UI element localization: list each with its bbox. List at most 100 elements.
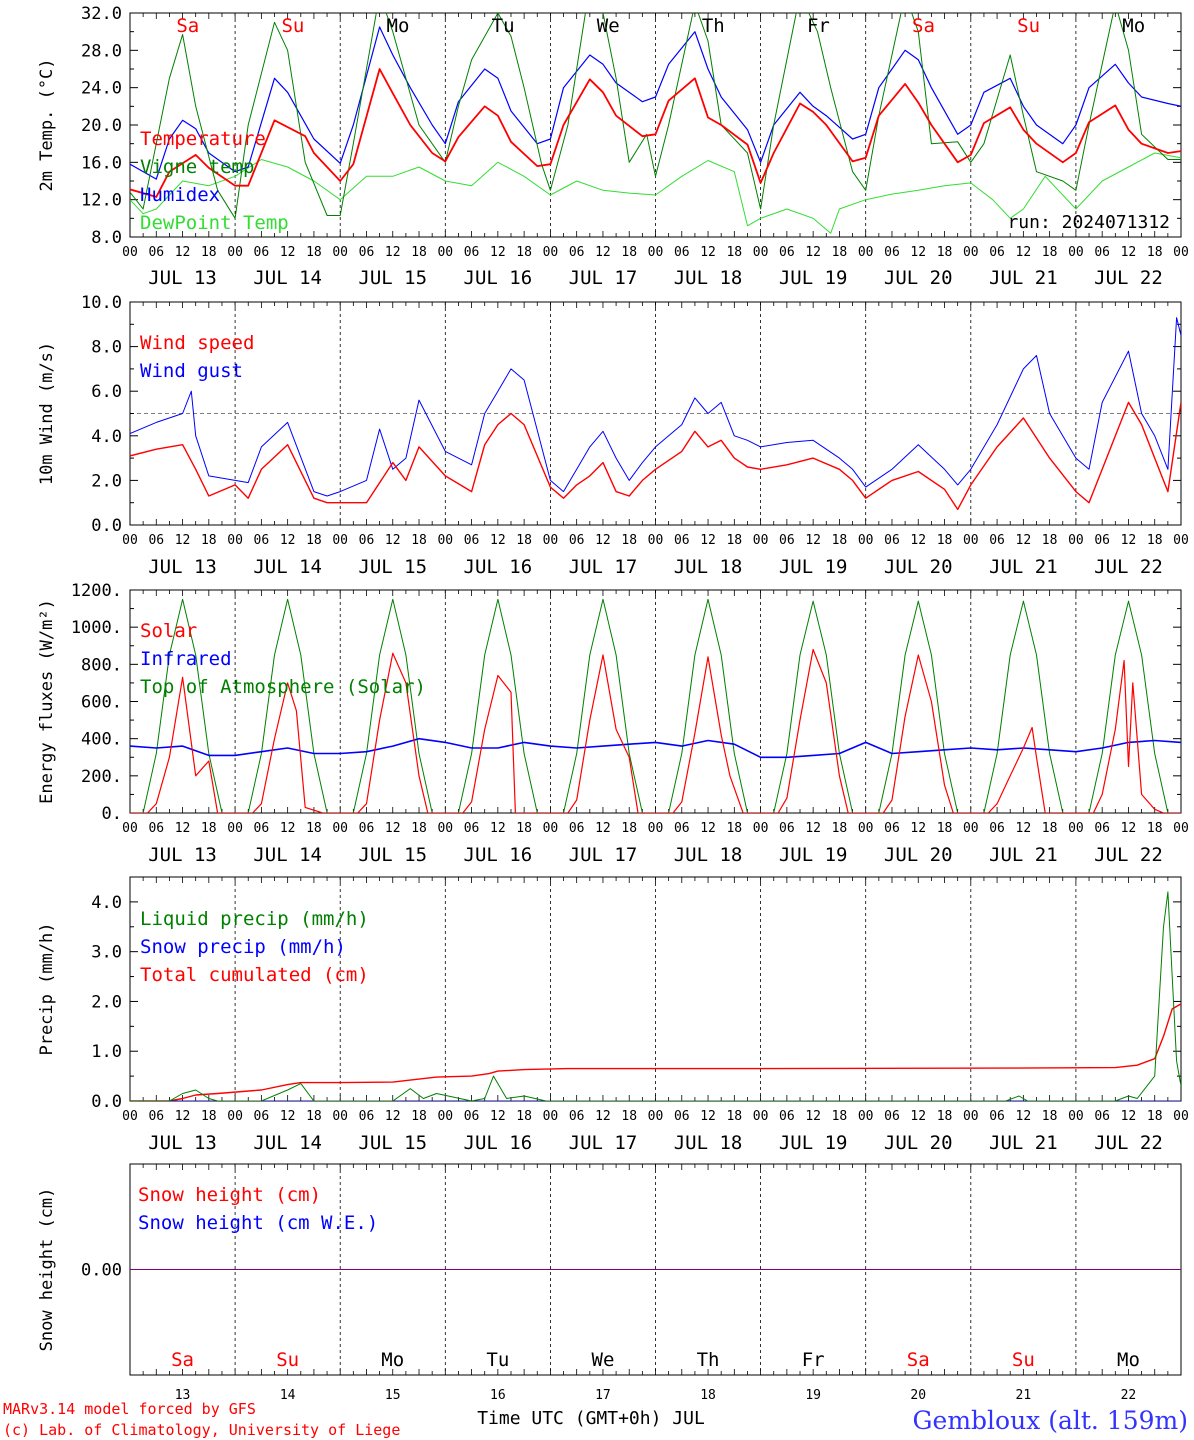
date-label: JUL 22 bbox=[1094, 267, 1163, 289]
hour-tick-label: 18 bbox=[1042, 533, 1058, 548]
y-tick-label: 8.0 bbox=[91, 338, 122, 358]
lab-credit: (c) Lab. of Climatology, University of L… bbox=[3, 1421, 400, 1439]
hour-tick-label: 12 bbox=[280, 1109, 296, 1124]
panel-2: 0.0 2.0 4.0 6.0 8.0 10.0 10m Wind (m/s) Wind sp… bbox=[37, 293, 1189, 578]
series-line-solar bbox=[130, 648, 1181, 813]
hour-tick-label: 18 bbox=[726, 245, 742, 260]
hour-tick-label: 12 bbox=[175, 1109, 191, 1124]
weekday-label: Mo bbox=[1122, 15, 1145, 37]
hour-tick-label: 12 bbox=[490, 1109, 506, 1124]
y-tick-label: 20.0 bbox=[81, 116, 122, 136]
hour-tick-label: 12 bbox=[910, 533, 926, 548]
date-label: JUL 19 bbox=[779, 1132, 848, 1154]
y-axis-label: Energy fluxes (W/m²) bbox=[37, 599, 57, 804]
hour-tick-label: 12 bbox=[385, 1109, 401, 1124]
hour-tick-label: 06 bbox=[148, 821, 164, 836]
legend-entry: Wind speed bbox=[140, 332, 254, 354]
hour-tick-label: 00 bbox=[753, 533, 769, 548]
hour-tick-label: 12 bbox=[385, 533, 401, 548]
legend-entry: Liquid precip (mm/h) bbox=[140, 908, 369, 930]
date-label: JUL 19 bbox=[779, 844, 848, 866]
hour-tick-label: 00 bbox=[122, 1109, 138, 1124]
hour-tick-label: 12 bbox=[595, 821, 611, 836]
date-label: JUL 17 bbox=[569, 556, 638, 578]
hour-tick-label: 12 bbox=[385, 245, 401, 260]
panel-4: 0.0 1.0 2.0 3.0 4.0 Precip (mm/h) Liquid preci… bbox=[37, 876, 1189, 1154]
hour-tick-label: 00 bbox=[227, 1109, 243, 1124]
y-tick-label: 400. bbox=[81, 730, 122, 750]
date-label: JUL 15 bbox=[358, 844, 427, 866]
legend-entry: DewPoint Temp bbox=[140, 212, 289, 234]
hour-tick-label: 12 bbox=[700, 821, 716, 836]
hour-tick-label: 12 bbox=[280, 245, 296, 260]
legend-entry: Solar bbox=[140, 620, 197, 642]
hour-tick-label: 12 bbox=[175, 821, 191, 836]
hour-tick-label: 00 bbox=[227, 245, 243, 260]
hour-tick-label: 00 bbox=[963, 1109, 979, 1124]
weekday-label: Mo bbox=[1117, 1349, 1140, 1371]
hour-tick-label: 06 bbox=[569, 821, 585, 836]
hour-tick-label: 06 bbox=[989, 821, 1005, 836]
hour-tick-label: 00 bbox=[648, 245, 664, 260]
hour-tick-label: 18 bbox=[201, 821, 217, 836]
y-tick-label: 800. bbox=[81, 655, 122, 675]
x-ticks bbox=[129, 302, 1182, 525]
date-label: JUL 15 bbox=[358, 267, 427, 289]
hour-tick-label: 18 bbox=[726, 1109, 742, 1124]
hour-tick-label: 06 bbox=[1094, 533, 1110, 548]
hour-tick-label: 18 bbox=[937, 1109, 953, 1124]
y-axis-label: Precip (mm/h) bbox=[37, 922, 57, 1055]
weekday-label: Su bbox=[1012, 1349, 1035, 1371]
hour-tick-label: 12 bbox=[805, 1109, 821, 1124]
hour-tick-label: 06 bbox=[674, 1109, 690, 1124]
date-label: JUL 21 bbox=[989, 1132, 1058, 1154]
hour-tick-label: 06 bbox=[779, 533, 795, 548]
hour-tick-label: 00 bbox=[1173, 533, 1189, 548]
hour-tick-label: 18 bbox=[832, 533, 848, 548]
hour-tick-label: 00 bbox=[1068, 533, 1084, 548]
hour-tick-label: 06 bbox=[569, 533, 585, 548]
hour-tick-label: 06 bbox=[464, 245, 480, 260]
legend-entry: Snow height (cm) bbox=[138, 1184, 321, 1206]
footer: MARv3.14 model forced by GFS (c) Lab. of … bbox=[3, 1400, 1188, 1439]
hour-tick-label: 00 bbox=[753, 1109, 769, 1124]
hour-tick-label: 12 bbox=[490, 533, 506, 548]
hour-tick-label: 00 bbox=[963, 821, 979, 836]
series-line-humidex bbox=[130, 26, 1181, 180]
hour-tick-label: 18 bbox=[201, 533, 217, 548]
hour-tick-label: 12 bbox=[595, 245, 611, 260]
hour-tick-label: 12 bbox=[175, 533, 191, 548]
hour-tick-label: 18 bbox=[621, 533, 637, 548]
y-tick-label: 0. bbox=[102, 804, 122, 824]
hour-tick-label: 18 bbox=[937, 821, 953, 836]
hour-tick-label: 06 bbox=[254, 245, 270, 260]
hour-tick-label: 00 bbox=[1173, 1109, 1189, 1124]
y-tick-label: 10.0 bbox=[81, 293, 122, 313]
legend-entry: Humidex bbox=[140, 184, 220, 206]
date-label: JUL 14 bbox=[253, 844, 322, 866]
weekday-label: We bbox=[592, 1349, 615, 1371]
day-number: 15 bbox=[385, 1388, 401, 1403]
hour-tick-label: 00 bbox=[858, 533, 874, 548]
hour-tick-label: 18 bbox=[201, 245, 217, 260]
date-label: JUL 20 bbox=[884, 556, 953, 578]
hour-tick-label: 00 bbox=[963, 245, 979, 260]
weekday-label: Fr bbox=[807, 15, 830, 37]
weekday-label: Sa bbox=[171, 1349, 194, 1371]
hour-tick-label: 00 bbox=[543, 821, 559, 836]
date-label: JUL 17 bbox=[569, 267, 638, 289]
hour-tick-label: 06 bbox=[884, 533, 900, 548]
hour-tick-label: 12 bbox=[595, 533, 611, 548]
legend-entry: Temperature bbox=[140, 128, 266, 150]
hour-tick-label: 18 bbox=[832, 245, 848, 260]
weekday-label: Su bbox=[1017, 15, 1040, 37]
date-label: JUL 22 bbox=[1094, 556, 1163, 578]
hour-tick-label: 06 bbox=[254, 533, 270, 548]
hour-tick-label: 18 bbox=[411, 245, 427, 260]
hour-tick-label: 18 bbox=[621, 1109, 637, 1124]
hour-tick-label: 00 bbox=[753, 245, 769, 260]
hour-tick-label: 12 bbox=[385, 821, 401, 836]
hour-tick-label: 06 bbox=[779, 821, 795, 836]
y-axis-label: 10m Wind (m/s) bbox=[37, 342, 57, 485]
date-label: JUL 20 bbox=[884, 844, 953, 866]
